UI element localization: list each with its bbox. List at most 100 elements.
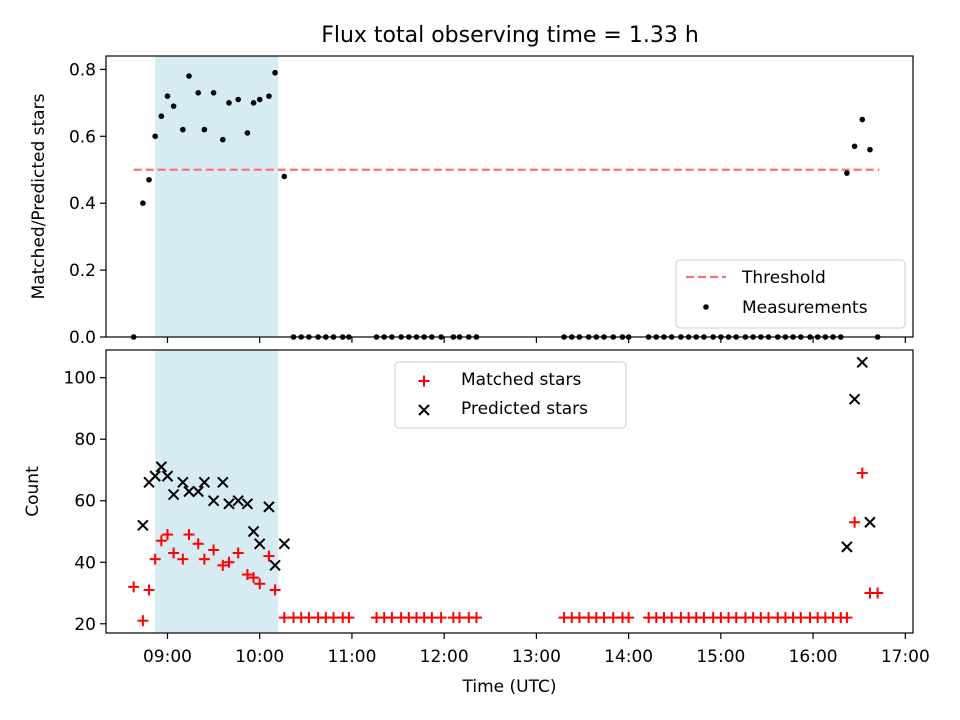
y-tick-label: 0.6 — [69, 127, 96, 147]
shaded-region — [155, 350, 279, 633]
data-point — [327, 612, 339, 624]
data-point — [254, 578, 266, 590]
data-point — [872, 587, 884, 599]
data-point — [167, 488, 180, 501]
data-point — [232, 495, 244, 507]
data-point — [278, 538, 291, 550]
x-axis-label: Time (UTC) — [462, 677, 557, 697]
subplot-1: 0.0 0.2 0.4 0.6 0.8 Matched/Predicted stars Th… — [29, 55, 914, 348]
legend-entry-matched: Matched stars — [418, 370, 581, 390]
data-point — [223, 498, 235, 510]
data-point — [607, 612, 619, 624]
data-point — [343, 612, 355, 624]
data-point — [155, 535, 167, 547]
x-tick-label: 09:00 — [143, 647, 192, 667]
legend-label: Predicted stars — [461, 399, 588, 419]
data-point — [149, 553, 161, 565]
data-point — [856, 356, 868, 369]
data-point — [867, 146, 873, 153]
data-point — [186, 73, 192, 79]
legend-swatch — [418, 404, 430, 416]
y-tick-label: 20 — [74, 615, 96, 635]
data-point — [278, 612, 290, 624]
data-point — [795, 612, 807, 624]
data-point — [386, 612, 398, 624]
legend-box — [394, 361, 627, 429]
legend-entry-threshold: Threshold — [686, 268, 826, 288]
data-point — [217, 559, 229, 571]
x-tick-label: 13:00 — [512, 647, 561, 667]
data-point — [269, 584, 281, 596]
data-point — [183, 485, 195, 498]
data-point — [844, 170, 850, 176]
axes-frame — [105, 349, 914, 634]
data-point — [183, 529, 195, 541]
series-predicted-stars — [137, 356, 876, 572]
data-point — [435, 612, 447, 624]
data-point — [232, 547, 244, 559]
y-tick-label: 0.2 — [69, 261, 96, 281]
data-point — [158, 113, 165, 120]
data-point — [272, 69, 278, 76]
data-point — [192, 538, 204, 550]
data-point — [220, 136, 226, 143]
y-tick-label: 60 — [74, 492, 96, 512]
data-point — [192, 485, 204, 498]
y-tick-label: 0.4 — [69, 194, 96, 214]
data-point — [177, 553, 189, 565]
legend-entry-predicted: Predicted stars — [418, 399, 588, 419]
data-point — [266, 93, 272, 99]
data-point — [140, 200, 146, 206]
data-point — [303, 612, 315, 624]
data-point — [598, 612, 610, 624]
data-point — [851, 143, 858, 150]
data-point — [241, 569, 253, 581]
data-point — [849, 516, 861, 528]
data-point — [201, 126, 208, 133]
data-point — [841, 612, 853, 624]
data-point — [143, 584, 155, 596]
data-point — [841, 541, 853, 553]
data-point — [426, 612, 438, 624]
data-point — [856, 467, 868, 479]
y-axis-label: Count — [23, 466, 43, 517]
data-point — [161, 470, 174, 482]
data-point — [177, 476, 189, 488]
x-tick-label: 11:00 — [327, 647, 376, 667]
data-point — [269, 559, 281, 572]
legend-swatch — [703, 304, 709, 310]
legend: Threshold Measurements — [675, 259, 906, 329]
subplot-2: 20 40 60 80 100 09:00 10:00 11:00 12:00 13:00 14:0… — [23, 349, 930, 697]
data-point — [217, 476, 229, 488]
data-point — [168, 547, 180, 559]
data-point — [254, 538, 266, 550]
x-tick-label: 17:00 — [881, 647, 930, 667]
shaded-region — [155, 56, 279, 337]
data-point — [195, 89, 202, 96]
data-point — [864, 516, 876, 528]
data-point — [263, 550, 275, 562]
data-point — [223, 556, 235, 568]
x-tick-label: 12:00 — [420, 647, 469, 667]
data-point — [730, 612, 742, 624]
data-point — [247, 525, 260, 538]
data-point — [248, 572, 260, 584]
data-point — [198, 553, 210, 565]
data-point — [155, 461, 168, 473]
data-point — [848, 393, 861, 405]
data-point — [666, 612, 678, 624]
data-point — [281, 173, 288, 180]
data-point — [244, 130, 251, 136]
data-point — [137, 519, 149, 532]
legend-entry-measurements: Measurements — [703, 298, 868, 318]
data-point — [208, 544, 220, 556]
chart-title: Flux total observing time = 1.33 h — [321, 23, 699, 48]
data-point — [210, 89, 217, 96]
x-tick-label: 16:00 — [789, 647, 838, 667]
data-point — [226, 100, 232, 106]
data-point — [180, 126, 186, 133]
data-point — [137, 615, 149, 627]
data-point — [454, 612, 466, 624]
